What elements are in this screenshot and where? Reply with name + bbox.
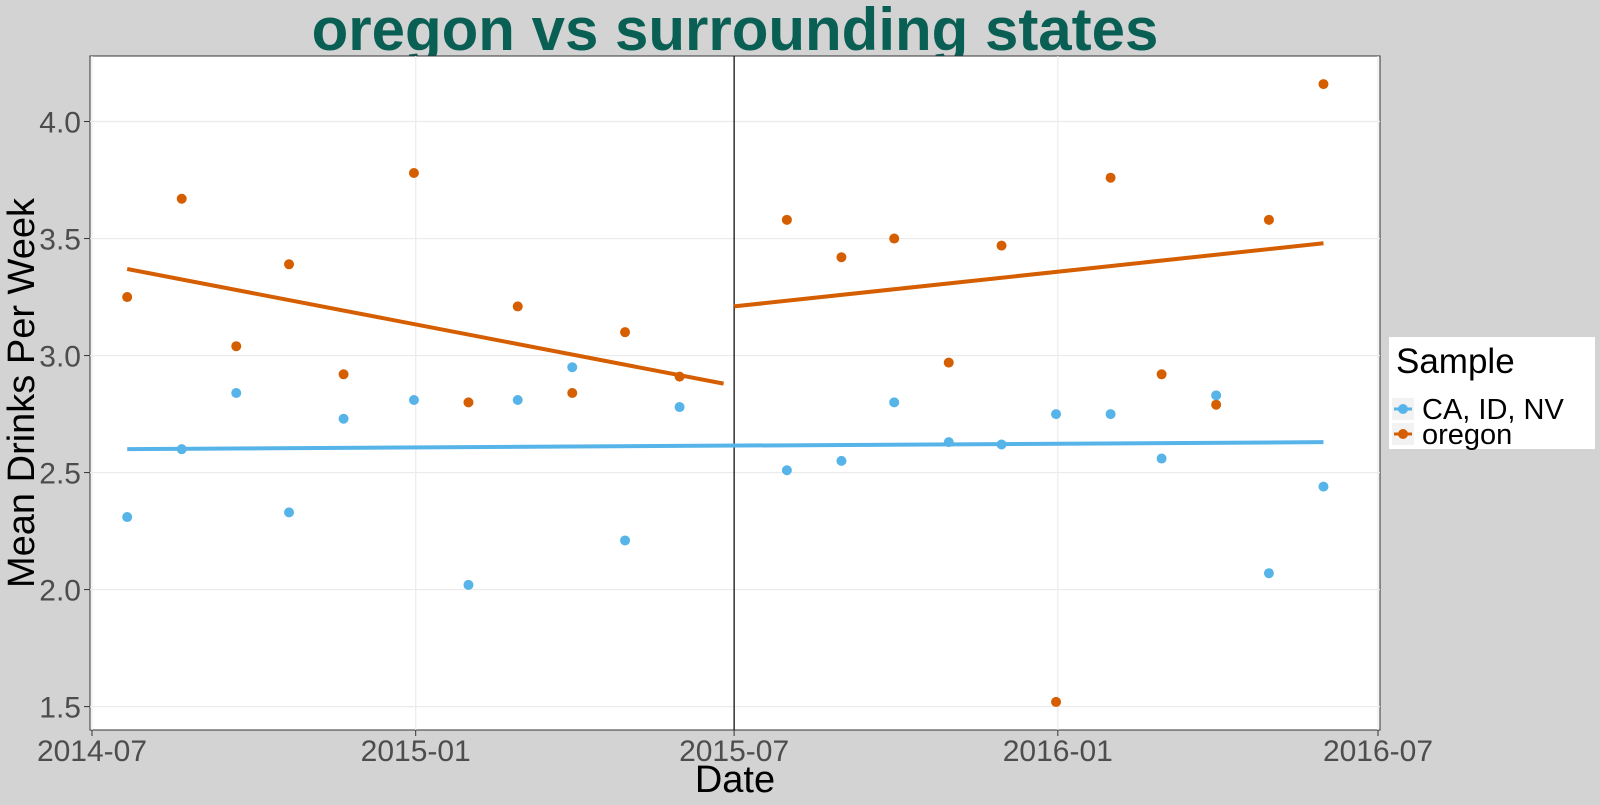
- data-point: [620, 327, 631, 338]
- data-point: [408, 168, 419, 179]
- chart-title: oregon vs surrounding states: [312, 0, 1159, 63]
- data-point: [122, 292, 133, 303]
- y-tick-label: 3.0: [39, 341, 81, 374]
- y-axis-label: Mean Drinks Per Week: [1, 197, 43, 588]
- data-point: [943, 437, 954, 448]
- y-tick-label: 1.5: [39, 692, 81, 725]
- trend-lines: [126, 241, 1324, 452]
- data-point: [1051, 696, 1062, 707]
- legend-box: [1389, 337, 1595, 449]
- data-point: [1105, 172, 1116, 183]
- legend-key-point: [1398, 404, 1408, 414]
- x-axis-ticks: 2014-07 2015-01 2015-07 2016-01 2016-07: [37, 730, 1433, 768]
- data-point: [1105, 409, 1116, 420]
- data-point: [781, 465, 792, 476]
- trend-line: [127, 440, 1324, 452]
- data-point: [284, 507, 295, 518]
- data-point: [567, 362, 578, 373]
- data-point: [463, 397, 474, 408]
- x-tick-label: 2015-01: [361, 735, 471, 768]
- x-tick-label: 2014-07: [37, 735, 147, 768]
- y-tick-label: 3.5: [39, 224, 81, 257]
- data-point: [889, 233, 900, 244]
- data-point: [231, 341, 242, 352]
- x-tick-label: 2016-01: [1003, 735, 1113, 768]
- data-point: [1318, 481, 1329, 492]
- data-point: [620, 535, 631, 546]
- legend-key-point: [1398, 429, 1408, 439]
- data-point: [463, 579, 474, 590]
- data-point: [176, 444, 187, 455]
- data-point: [674, 371, 685, 382]
- legend-label: oregon: [1422, 419, 1512, 451]
- data-point: [338, 369, 349, 380]
- data-point: [512, 395, 523, 406]
- data-point: [996, 240, 1007, 251]
- data-point: [781, 214, 792, 225]
- data-point: [512, 301, 523, 312]
- y-axis-ticks: 1.5 2.0 2.5 3.0 3.5 4.0: [39, 107, 90, 725]
- data-point: [1211, 399, 1222, 410]
- data-point: [338, 413, 349, 424]
- data-point: [996, 439, 1007, 450]
- legend-title: Sample: [1396, 342, 1515, 381]
- data-points: [122, 79, 1329, 707]
- y-tick-label: 2.5: [39, 458, 81, 491]
- trend-line: [733, 241, 1324, 309]
- x-tick-label: 2016-07: [1323, 735, 1433, 768]
- data-point: [122, 512, 133, 523]
- data-point: [231, 388, 242, 398]
- data-point: [176, 193, 187, 204]
- data-point: [943, 357, 954, 368]
- data-point: [1263, 568, 1274, 579]
- x-axis-label: Date: [695, 759, 775, 800]
- data-point: [836, 252, 847, 263]
- plot-panel: [89, 55, 1381, 731]
- y-tick-label: 4.0: [39, 107, 81, 140]
- data-point: [1156, 453, 1167, 464]
- data-point: [1211, 390, 1222, 401]
- data-point: [408, 395, 419, 406]
- data-point: [1318, 79, 1329, 90]
- data-point: [1051, 409, 1062, 420]
- legend-label: CA, ID, NV: [1422, 394, 1564, 426]
- data-point: [567, 388, 578, 398]
- data-point: [1263, 214, 1274, 225]
- trend-line: [126, 267, 724, 386]
- data-point: [674, 402, 685, 413]
- data-point: [836, 455, 847, 466]
- data-point: [889, 397, 900, 408]
- data-point: [284, 259, 295, 270]
- y-tick-label: 2.0: [39, 575, 81, 608]
- grid-lines: [90, 56, 1380, 730]
- data-point: [1156, 369, 1167, 380]
- x-tick-label: 2015-07: [679, 735, 789, 768]
